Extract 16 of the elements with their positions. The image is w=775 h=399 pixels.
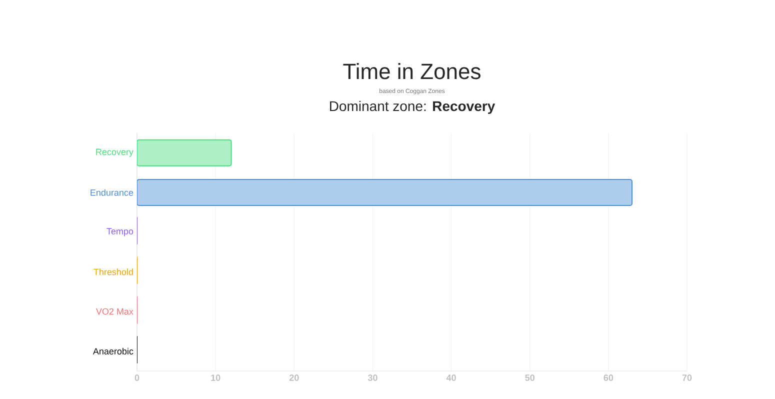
- x-tick-label: 70: [682, 374, 692, 381]
- text: Dominant zone: Recovery: [330, 100, 496, 114]
- chart-title: Time in Zones: [343, 63, 480, 80]
- x-tick-label: 50: [525, 374, 534, 381]
- y-tick-label: Threshold: [94, 268, 133, 276]
- y-tick-label: VO2 Max: [96, 308, 134, 315]
- x-tick-label: 60: [604, 374, 614, 381]
- x-tick-label: 20: [289, 374, 299, 381]
- y-tick-label: Tempo: [106, 228, 134, 236]
- y-tick-label: Endurance: [90, 189, 134, 196]
- x-tick-label: 10: [211, 374, 220, 381]
- x-tick-label: 40: [446, 374, 456, 381]
- y-tick-label: Anaerobic: [92, 348, 134, 354]
- y-tick-label: Recovery: [96, 148, 134, 157]
- x-tick-label: 30: [368, 374, 378, 381]
- x-tick-label: 0: [134, 374, 140, 381]
